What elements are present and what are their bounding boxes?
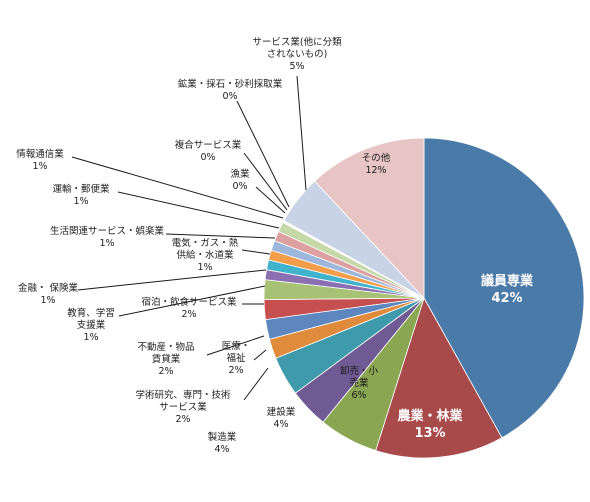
slice-教育-学習支援業-label: 教育、学習支援業 1% <box>67 307 115 343</box>
slice-生活関連サービス・娯楽業-leader <box>165 233 276 239</box>
labels-layer: 議員専業 42% 農業・林業 13% 卸売・小売業 6% 建設業 4% 製造業 4% 学術研究、専門… <box>16 36 534 455</box>
slice-その他 <box>314 137 425 300</box>
slice-医療・福祉-leader <box>253 349 267 361</box>
slice-議員専業-label: 議員専業 42% <box>481 273 534 306</box>
slice-情報通信業-label: 情報通信業 1% <box>16 148 64 172</box>
slice-宿泊・飲食サービス業-label: 宿泊・飲食サービス業 2% <box>141 296 237 320</box>
slice-議員専業 <box>423 137 585 439</box>
slice-卸売・小売業-label: 卸売・小売業 6% <box>340 365 379 401</box>
slice-農業・林業-label: 農業・林業 13% <box>397 408 463 441</box>
slice-建設業-label: 建設業 4% <box>267 406 296 430</box>
slice-不動産・物品賃貸業-leader <box>206 335 265 356</box>
slice-サービス業-他に分類されないもの--label: サービス業(他に分類されないもの) 5% <box>252 36 342 72</box>
slice-漁業-leader <box>255 186 286 214</box>
slice-運輸・郵便業-label: 運輸・郵便業 1% <box>52 183 110 207</box>
slice-学術研究-専門・技術サービス業-label: 学術研究、専門・技術サービス業 2% <box>135 389 231 425</box>
slice-金融・保険業-label: 金融・ 保険業 1% <box>18 282 79 306</box>
slice-情報通信業-leader <box>71 156 284 219</box>
slice-生活関連サービス・娯楽業-label: 生活関連サービス・娯楽業 1% <box>50 225 165 249</box>
slice-その他-label: その他 12% <box>362 152 391 176</box>
slice-金融・保険業-leader <box>77 269 267 291</box>
slice-医療・福祉-label: 医療・福祉 2% <box>222 340 251 376</box>
slice-製造業-label: 製造業 4% <box>208 431 237 455</box>
slice-学術研究-専門・技術サービス業-leader <box>243 367 269 401</box>
slice-電気・ガス・熱供給・水道業-leader <box>241 249 271 255</box>
slice-複合サービス業-leader <box>243 152 288 211</box>
slice-複合サービス業-label: 複合サービス業 0% <box>175 139 242 163</box>
slice-電気・ガス・熱供給・水道業-label: 電気・ガス・熱供給・水道業 1% <box>172 237 239 273</box>
slice-運輸・郵便業-leader <box>117 191 280 229</box>
leader-lines <box>71 75 307 401</box>
slice-農業・林業 <box>375 296 503 459</box>
slice-鉱業・採石・砂利採取業-label: 鉱業・採石・砂利採取業 0% <box>178 78 283 102</box>
slice-不動産・物品賃貸業-label: 不動産・物品賃貸業 2% <box>137 341 194 377</box>
slices-layer <box>263 137 585 459</box>
slice-サービス業-他に分類されないもの--leader <box>296 75 307 191</box>
slice-教育-学習支援業-leader <box>118 285 266 317</box>
slice-漁業-label: 漁業 0% <box>230 168 250 192</box>
slice-鉱業・採石・砂利採取業-leader <box>236 100 290 208</box>
